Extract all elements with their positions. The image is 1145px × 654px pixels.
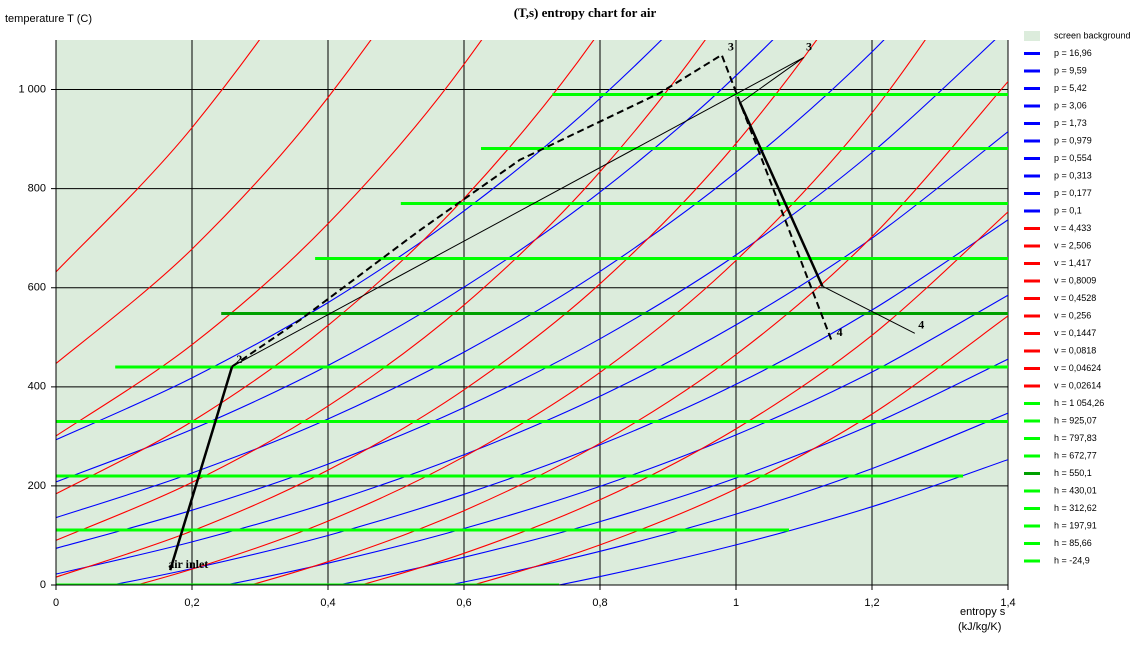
legend-label: h = 430,01	[1054, 485, 1097, 495]
annotation: 4	[918, 318, 924, 332]
legend-label: v = 4,433	[1054, 223, 1091, 233]
process-line	[231, 56, 805, 367]
plot-area	[56, 40, 1008, 585]
y-tick-label: 400	[28, 381, 46, 393]
x-tick-label: 0,2	[184, 597, 199, 609]
annotation: 2	[236, 352, 242, 366]
y-tick-label: 0	[40, 579, 46, 591]
process-line	[169, 366, 234, 571]
legend-label: p = 0,554	[1054, 153, 1092, 163]
series-line	[109, 219, 1008, 585]
legend-label: p = 1,73	[1054, 118, 1087, 128]
series-line	[222, 294, 1008, 585]
legend-label: h = 85,66	[1054, 538, 1092, 548]
series-line	[470, 315, 1008, 585]
legend-label: p = 0,1	[1054, 205, 1082, 215]
legend-label: h = 925,07	[1054, 415, 1097, 425]
legend-label: h = 197,91	[1054, 520, 1097, 530]
legend-label: p = 3,06	[1054, 100, 1087, 110]
legend-label: p = 0,313	[1054, 170, 1092, 180]
process-line	[738, 102, 824, 287]
legend-label: p = 9,59	[1054, 65, 1087, 75]
legend-label: p = 5,42	[1054, 83, 1087, 93]
legend-label: v = 0,4528	[1054, 293, 1096, 303]
annotation: air inlet	[168, 557, 208, 571]
series-line	[56, 40, 996, 549]
legend-label: h = 312,62	[1054, 503, 1097, 513]
series-line	[134, 40, 926, 585]
x-axis-label: entropy s	[960, 606, 1006, 618]
legend-label: h = 550,1	[1054, 468, 1092, 478]
legend-label: v = 0,1447	[1054, 328, 1096, 338]
legend-label: v = 0,256	[1054, 310, 1091, 320]
y-tick-label: 200	[28, 480, 46, 492]
series-line	[56, 40, 372, 364]
legend-label: p = 0,177	[1054, 188, 1092, 198]
y-tick-label: 1 000	[18, 83, 46, 95]
series-line	[56, 40, 885, 519]
legend-label: h = 797,83	[1054, 433, 1097, 443]
x-tick-label: 0,6	[456, 597, 471, 609]
series-line	[56, 40, 483, 437]
series-line	[56, 40, 663, 441]
series-line	[56, 40, 818, 578]
series-line	[248, 81, 1008, 585]
annotation: 3	[728, 40, 734, 54]
legend-label: v = 0,0818	[1054, 345, 1096, 355]
legend-label: h = -24,9	[1054, 555, 1090, 565]
legend-swatch	[1024, 31, 1040, 41]
y-axis-label: temperature T (C)	[5, 13, 92, 25]
annotation: 3	[806, 40, 812, 54]
series-line	[56, 40, 706, 541]
legend-label: v = 0,02614	[1054, 380, 1101, 390]
x-tick-label: 0	[53, 597, 59, 609]
series-line	[56, 40, 595, 495]
legend-label: v = 0,04624	[1054, 363, 1101, 373]
x-tick-label: 1,2	[864, 597, 879, 609]
legend-label: p = 0,979	[1054, 135, 1092, 145]
y-tick-label: 600	[28, 282, 46, 294]
legend-label: v = 0,8009	[1054, 275, 1096, 285]
x-tick-label: 1	[733, 597, 739, 609]
legend-label: v = 2,506	[1054, 240, 1091, 250]
x-tick-label: 1,4	[1000, 597, 1015, 609]
x-tick-label: 0,4	[320, 597, 335, 609]
process-line	[822, 285, 916, 334]
series-line	[358, 211, 1008, 585]
legend-label: h = 672,77	[1054, 450, 1097, 460]
legend-label: p = 16,96	[1054, 48, 1092, 58]
x-axis-unit: (kJ/kg/K)	[958, 621, 1001, 633]
series-line	[335, 358, 1008, 585]
x-tick-label: 0,8	[592, 597, 607, 609]
series-line	[556, 459, 1008, 585]
annotation: 4	[837, 325, 843, 339]
chart-title: (T,s) entropy chart for air	[514, 5, 657, 20]
process-line	[231, 53, 834, 368]
legend-label: h = 1 054,26	[1054, 398, 1104, 408]
y-tick-label: 800	[28, 183, 46, 195]
legend-label: v = 1,417	[1054, 258, 1091, 268]
legend-label: screen background	[1054, 30, 1131, 40]
